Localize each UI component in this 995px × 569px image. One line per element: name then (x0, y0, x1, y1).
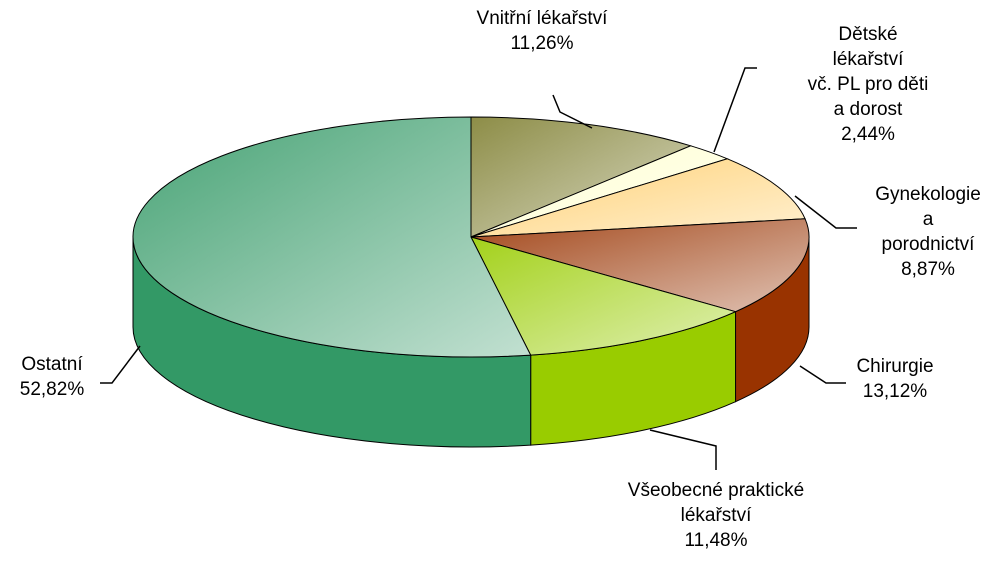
slice-label: Vnitřní lékařství 11,26% (477, 6, 608, 56)
leader-line (794, 195, 857, 229)
category-name: Gynekologie a porodnictví (875, 184, 981, 255)
category-name: Vnitřní lékařství (476, 8, 608, 29)
leader-line (100, 345, 141, 384)
slice-label: Dětské lékařství vč. PL pro děti a doros… (805, 22, 932, 147)
category-name: Dětské lékařství vč. PL pro děti a doros… (807, 24, 929, 120)
slice (470, 236, 737, 356)
slice-label: Všeobecné praktické lékařství 11,48% (628, 478, 804, 553)
leader-line (649, 429, 717, 470)
slice-label: Gynekologie a porodnictví 8,87% (875, 182, 981, 282)
slice-label: Ostatní 52,82% (20, 352, 84, 402)
category-name: Chirurgie (856, 356, 934, 377)
value-label: 8,87% (901, 259, 955, 280)
category-name: Všeobecné praktické lékařství (627, 480, 805, 526)
value-label: 11,48% (684, 530, 748, 551)
slice (132, 116, 532, 358)
slice-label: Chirurgie 13,12% (856, 354, 933, 404)
leader-line (799, 365, 846, 384)
leader-line (552, 94, 593, 129)
value-label: 52,82% (19, 379, 85, 400)
slice (470, 218, 810, 313)
value-label: 11,26% (510, 33, 574, 54)
leader-line (713, 67, 757, 153)
value-label: 13,12% (862, 381, 928, 402)
slice (470, 158, 806, 238)
value-label: 2,44% (841, 124, 895, 145)
category-name: Ostatní (21, 354, 83, 375)
slice (470, 116, 693, 238)
